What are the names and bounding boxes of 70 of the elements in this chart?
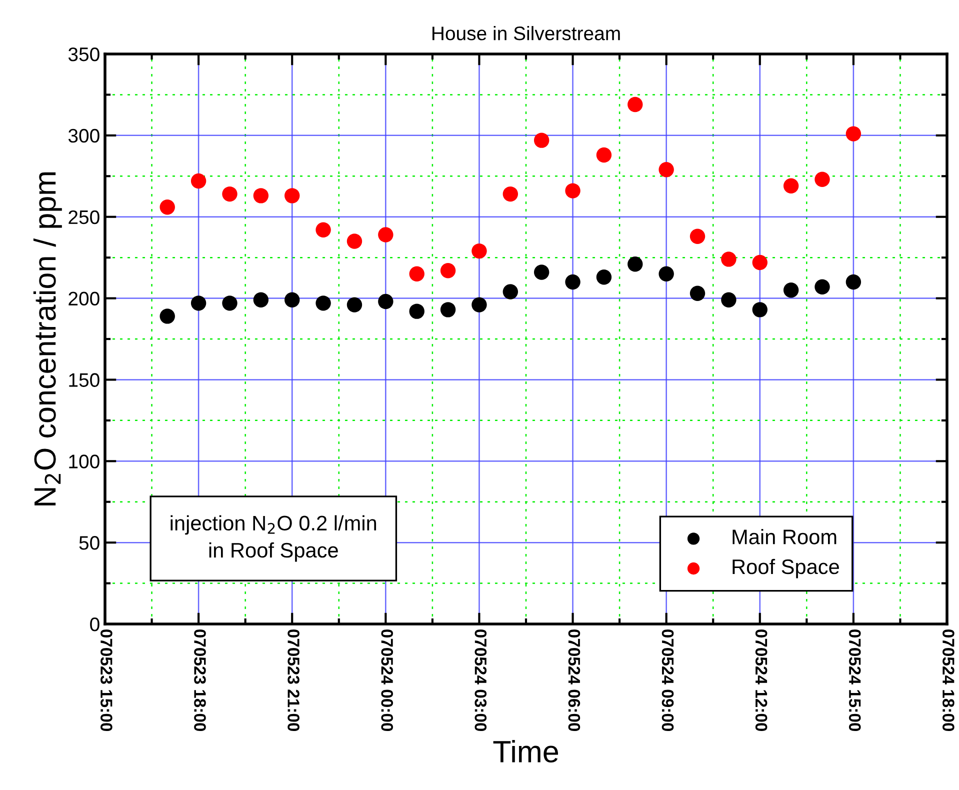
y-tick-label: 50 [79,536,100,550]
point [316,296,331,311]
point [190,173,206,189]
legend-label: Roof Space [732,558,839,578]
point [378,294,394,310]
point [316,222,331,238]
y-tick-label: 100 [69,454,100,468]
point [534,264,550,280]
point [472,243,487,259]
point [596,270,612,285]
point [346,297,362,312]
x-tick-label: 070524 00:00 [381,630,393,732]
x-tick-label: 070524 12:00 [755,630,768,732]
point [222,296,238,311]
point [160,308,175,324]
y-tick-label: 150 [69,373,100,387]
x-tick-label: 070524 06:00 [568,630,580,732]
chart-title: House in Silverstream [432,26,620,40]
point [346,234,362,249]
y-axis-title: N$_{2}$O concentration / ppm [33,172,62,506]
point [534,132,550,148]
legend-label: Main Room [732,529,836,544]
x-tick-label: 070524 09:00 [662,630,674,732]
point [502,284,518,300]
point [409,266,424,282]
point [440,302,456,318]
x-tick-label: 070524 18:00 [942,630,954,732]
point [658,266,674,282]
x-tick-label: 070523 15:00 [100,630,112,732]
point [721,252,736,267]
point [721,292,736,308]
point [814,172,830,188]
point [253,292,269,308]
y-tick-label: 200 [68,292,100,306]
y-tick-label: 300 [68,128,100,143]
point [658,162,674,178]
point [690,286,706,302]
point [472,297,487,312]
y-tick-label: 250 [68,210,100,224]
point [690,228,706,244]
x-axis-title: Time [493,740,558,762]
point [783,282,799,298]
point [190,296,206,311]
point [284,292,300,308]
annotation: injection N$_{2}$O 0.2 l/min in Roof Space [170,515,376,562]
point [378,227,394,242]
point [502,186,518,202]
point [752,302,768,318]
point [628,256,643,272]
y-tick-label: 350 [68,47,100,62]
point [284,188,300,204]
x-tick-label: 070524 15:00 [848,630,861,732]
point [409,304,424,319]
x-tick-label: 070524 03:00 [474,630,487,732]
point [752,254,768,270]
x-tick-label: 070523 21:00 [288,630,300,732]
point [628,96,643,112]
point [846,126,862,142]
point [440,262,456,278]
point [846,274,862,290]
point [814,279,830,294]
x-tick-label: 070523 18:00 [194,630,206,732]
point [565,274,580,290]
point [565,183,580,198]
y-tick-label: 0 [90,617,100,632]
point [222,186,238,202]
point [596,147,612,163]
point [783,178,799,194]
point [253,188,269,204]
point [160,199,175,215]
